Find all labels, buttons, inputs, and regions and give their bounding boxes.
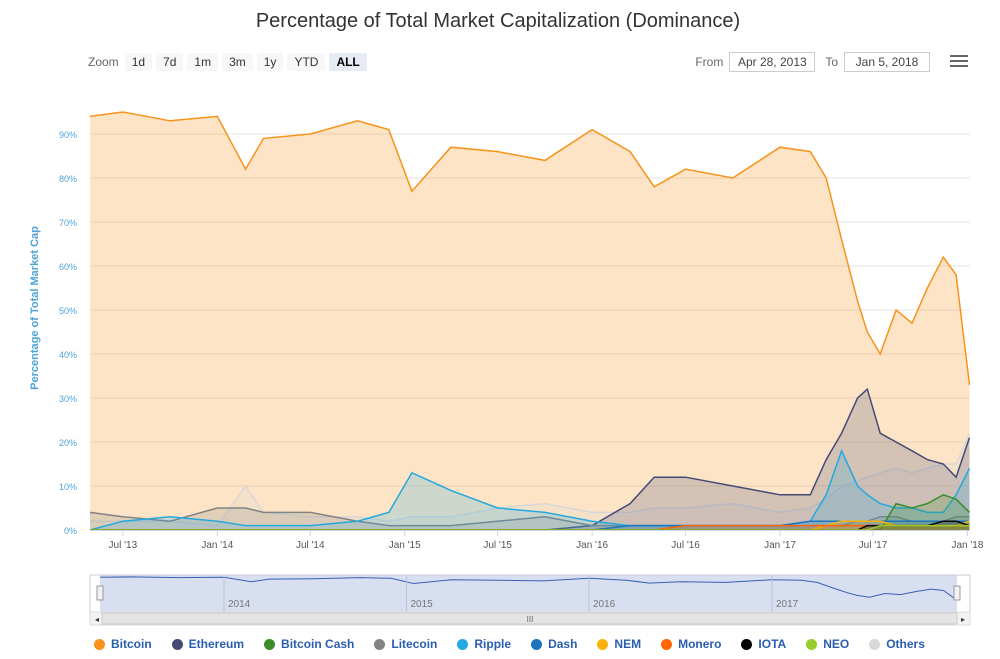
y-tick-label: 20%	[59, 438, 77, 448]
legend-label: NEO	[823, 637, 850, 651]
navigator[interactable]: 2014 2015 2016 2017	[89, 574, 971, 613]
x-axis: Jul '13 Jan '14 Jul '14 Jan '15 Jul '15 Jan '…	[90, 530, 984, 551]
legend-label: Monero	[678, 637, 722, 651]
legend-item-neo[interactable]: NEO	[806, 637, 849, 651]
legend-marker	[806, 638, 818, 650]
navigator-year-label: 2015	[411, 599, 434, 610]
to-label: To	[825, 55, 838, 69]
series-area	[90, 521, 970, 530]
y-tick-label: 90%	[59, 130, 77, 140]
legend-label: Litecoin	[391, 637, 438, 651]
legend-marker	[661, 638, 673, 650]
legend-marker	[374, 638, 386, 650]
navigator-year-label: 2017	[776, 599, 799, 610]
navigator-left-handle[interactable]	[96, 585, 104, 601]
x-tick-label: Jan '17	[764, 540, 796, 551]
legend-marker	[531, 638, 543, 650]
x-tick-label: Jul '17	[859, 540, 888, 551]
legend-item-bitcoin-cash[interactable]: Bitcoin Cash	[264, 637, 354, 651]
series-area	[90, 389, 970, 530]
hamburger-icon[interactable]	[950, 55, 968, 69]
legend-label: Ripple	[474, 637, 512, 651]
legend-marker	[94, 638, 105, 650]
y-tick-label: 50%	[59, 306, 77, 316]
legend-item-iota[interactable]: IOTA	[741, 637, 786, 651]
legend-item-bitcoin[interactable]: Bitcoin	[94, 637, 152, 651]
y-tick-label: 60%	[59, 262, 77, 272]
navigator-years: 2014 2015 2016 2017	[223, 575, 799, 612]
from-date-input[interactable]	[729, 52, 816, 72]
legend-label: Others	[886, 637, 925, 651]
legend-label: IOTA	[758, 637, 787, 651]
legend-item-dash[interactable]: Dash	[531, 637, 577, 651]
scrollbar[interactable]: III ◂ ▸	[89, 611, 971, 626]
legend-item-ripple[interactable]: Ripple	[457, 637, 511, 651]
scroll-left-arrow[interactable]: ◂	[95, 615, 99, 624]
scrollbar-thumb[interactable]	[101, 612, 958, 625]
y-axis: 0% 10% 20% 30% 40% 50% 60% 70% 80% 90%	[59, 130, 77, 536]
legend-item-others[interactable]: Others	[869, 637, 925, 651]
zoom-7d-button[interactable]: 7d	[156, 53, 184, 71]
x-tick-label: Jan '15	[389, 540, 421, 551]
x-tick-label: Jan '18	[951, 540, 983, 551]
zoom-1y-button[interactable]: 1y	[256, 53, 284, 71]
range-selector: Zoom 1d 7d 1m 3m 1y YTD ALL	[88, 52, 371, 72]
navigator-line	[99, 576, 957, 601]
legend-marker	[869, 638, 881, 650]
x-tick-label: Jul '16	[671, 540, 700, 551]
legend-marker	[171, 638, 183, 650]
date-range: From To	[695, 52, 940, 72]
navigator-right-handle[interactable]	[953, 585, 961, 601]
x-tick-label: Jan '16	[576, 540, 608, 551]
zoom-all-button[interactable]: ALL	[329, 53, 367, 71]
series-line	[89, 111, 971, 385]
y-tick-label: 40%	[59, 350, 77, 360]
legend-label: Ethereum	[188, 637, 245, 651]
y-tick-label: 10%	[59, 482, 77, 492]
zoom-ytd-button[interactable]: YTD	[287, 53, 326, 71]
legend-label: NEM	[614, 637, 642, 651]
y-tick-label: 30%	[59, 394, 77, 404]
legend-marker	[741, 638, 753, 650]
legend-label: Dash	[548, 637, 578, 651]
legend-item-litecoin[interactable]: Litecoin	[374, 637, 437, 651]
scrollbar-grip: III	[527, 615, 534, 624]
zoom-label: Zoom	[88, 55, 119, 69]
zoom-1d-button[interactable]: 1d	[124, 53, 153, 71]
navigator-year-label: 2016	[593, 599, 616, 610]
legend-marker	[264, 638, 276, 650]
navigator-year-label: 2014	[228, 599, 251, 610]
legend-label: Bitcoin Cash	[281, 637, 355, 651]
legend-item-ethereum[interactable]: Ethereum	[171, 637, 245, 651]
from-label: From	[695, 55, 724, 69]
series-area	[90, 112, 970, 530]
x-tick-label: Jul '14	[296, 540, 325, 551]
legend-label: Bitcoin	[111, 637, 152, 651]
series-area	[90, 508, 970, 530]
series-areas	[89, 111, 971, 531]
legend-item-nem[interactable]: NEM	[597, 637, 641, 651]
legend-marker	[597, 638, 609, 650]
series-area	[90, 525, 970, 530]
legend-marker	[457, 638, 469, 650]
y-tick-label: 80%	[59, 174, 77, 184]
x-tick-label: Jan '14	[201, 540, 233, 551]
series-bitcoin	[89, 111, 971, 530]
x-tick-label: Jul '13	[109, 540, 138, 551]
y-tick-label: 0%	[64, 526, 77, 536]
y-axis-label: Percentage of Total Market Cap	[29, 226, 41, 390]
series-area	[90, 521, 970, 530]
chart-svg: 0% 10% 20% 30% 40% 50% 60% 70% 80% 90% Jul '13 Jan…	[29, 111, 984, 626]
to-date-input[interactable]	[844, 52, 930, 72]
legend: Bitcoin Ethereum Bitcoin Cash Litecoin Rippl…	[94, 637, 945, 651]
legend-item-monero[interactable]: Monero	[661, 637, 721, 651]
y-tick-label: 70%	[59, 218, 77, 228]
zoom-3m-button[interactable]: 3m	[222, 53, 253, 71]
x-tick-label: Jul '15	[483, 540, 512, 551]
chart-title: Percentage of Total Market Capitalizatio…	[255, 10, 741, 32]
scroll-right-arrow[interactable]: ▸	[961, 615, 965, 624]
zoom-1m-button[interactable]: 1m	[187, 53, 219, 71]
